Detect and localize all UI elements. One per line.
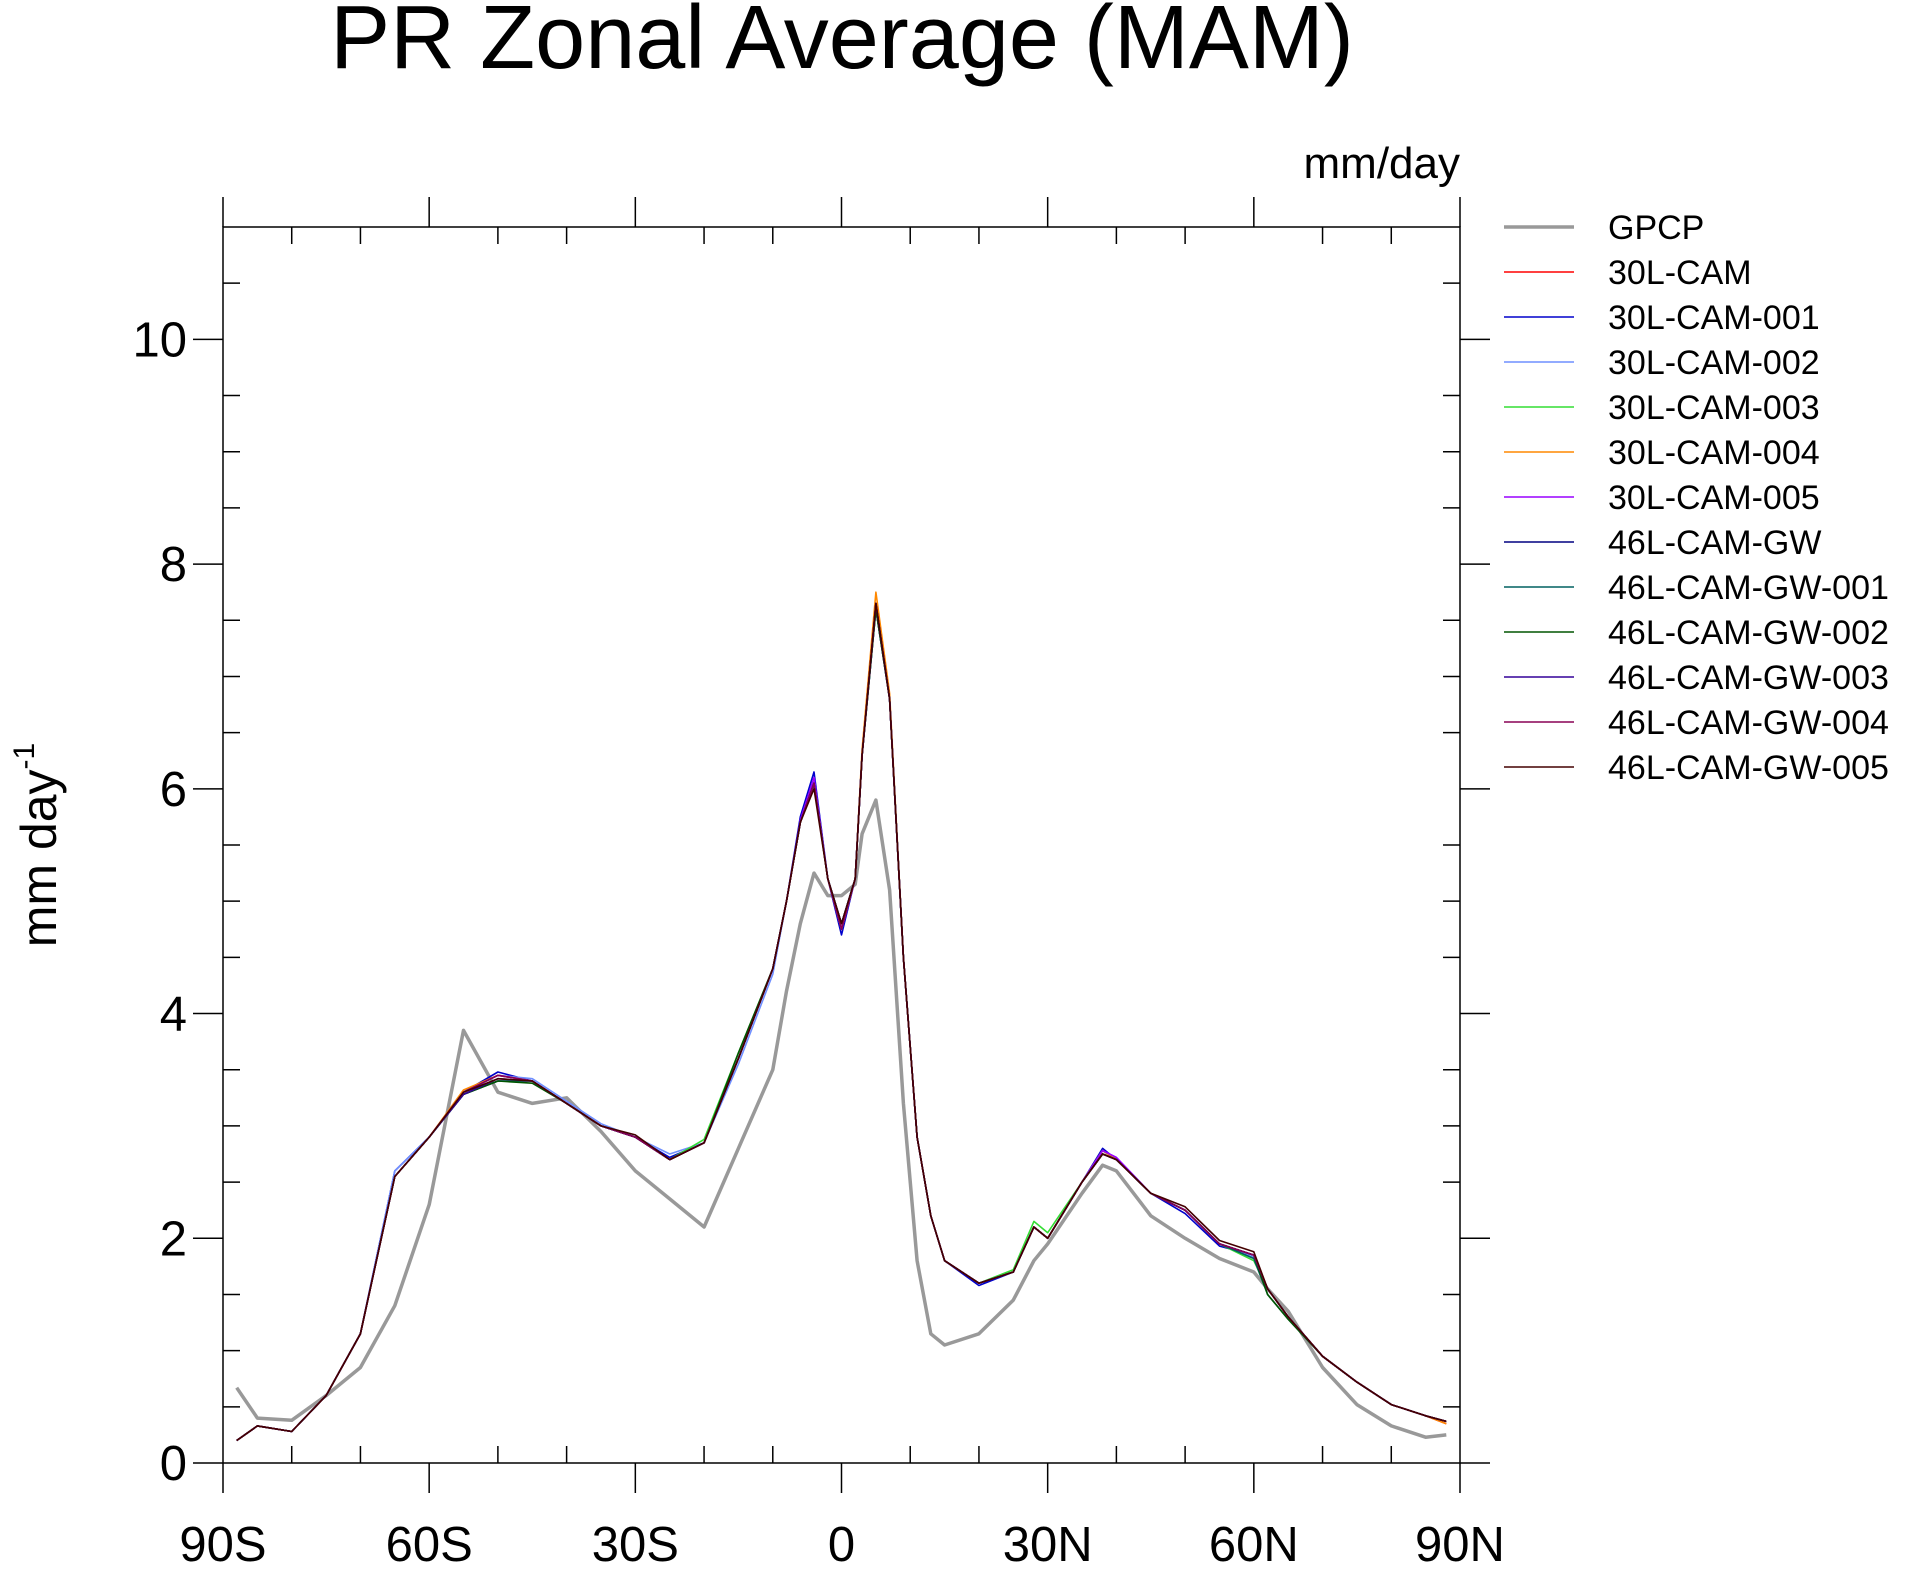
legend-label: 30L-CAM-004 xyxy=(1608,434,1820,472)
y-tick-label: 6 xyxy=(160,763,187,817)
legend-label: 46L-CAM-GW-004 xyxy=(1608,704,1889,742)
y-tick-label: 10 xyxy=(132,313,187,367)
series-line xyxy=(236,602,1447,1442)
x-tick-label: 30N xyxy=(1003,1518,1093,1572)
legend-label: 46L-CAM-GW-005 xyxy=(1608,749,1889,787)
y-axis-label-text: mm day xyxy=(11,769,67,947)
x-tick-label: 30S xyxy=(592,1518,679,1572)
y-tick-label: 8 xyxy=(160,538,187,592)
legend-label: 30L-CAM-002 xyxy=(1608,344,1820,382)
x-tick-label: 60N xyxy=(1209,1518,1299,1572)
units-label: mm/day xyxy=(1304,139,1460,188)
x-tick-label: 90S xyxy=(179,1518,266,1572)
series-line xyxy=(236,608,1447,1442)
series-line xyxy=(236,602,1447,1442)
series-line xyxy=(236,608,1447,1442)
legend-label: 30L-CAM-001 xyxy=(1608,299,1820,337)
legend-label: 30L-CAM-005 xyxy=(1608,479,1820,517)
legend-label: 46L-CAM-GW-002 xyxy=(1608,614,1889,652)
series-line xyxy=(236,591,1447,1442)
series-line xyxy=(236,608,1447,1442)
series-line xyxy=(236,608,1447,1442)
y-tick-label: 4 xyxy=(160,988,187,1042)
y-tick-label: 2 xyxy=(160,1212,187,1266)
x-tick-label: 0 xyxy=(828,1518,855,1572)
legend-label: 46L-CAM-GW-001 xyxy=(1608,569,1889,607)
series-line xyxy=(235,798,1447,1439)
legend-label: GPCP xyxy=(1608,209,1704,247)
series-line xyxy=(236,602,1447,1442)
x-tick-label: 60S xyxy=(386,1518,473,1572)
series-line xyxy=(236,602,1447,1442)
x-tick-label: 90N xyxy=(1415,1518,1505,1572)
legend-label: 46L-CAM-GW-003 xyxy=(1608,659,1889,697)
legend-label: 46L-CAM-GW xyxy=(1608,524,1821,562)
series-line xyxy=(236,608,1447,1442)
legend-label: 30L-CAM-003 xyxy=(1608,389,1820,427)
y-axis-label-exponent: -1 xyxy=(8,743,41,770)
y-tick-label: 0 xyxy=(160,1437,187,1491)
series-line xyxy=(236,602,1447,1442)
plot-frame xyxy=(222,226,1461,1464)
chart-title: PR Zonal Average (MAM) xyxy=(330,0,1354,88)
y-axis-label: mm day-1 xyxy=(8,743,67,948)
legend-label: 30L-CAM xyxy=(1608,254,1752,292)
series-line xyxy=(236,608,1447,1442)
